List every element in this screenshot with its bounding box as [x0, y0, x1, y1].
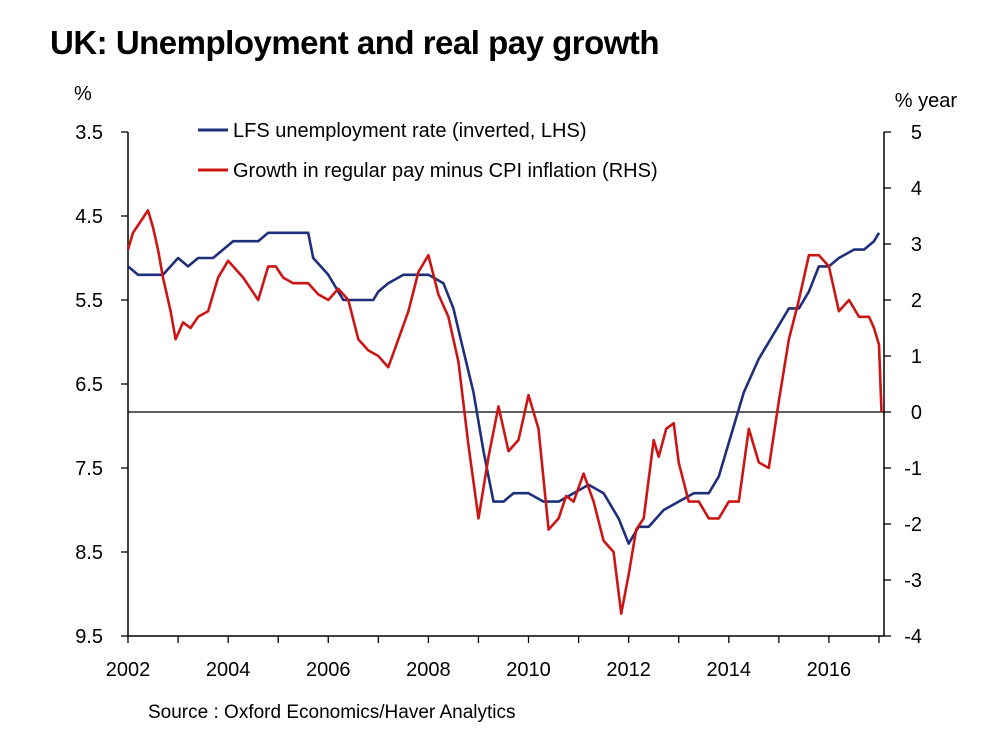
x-tick-label: 2006: [306, 659, 351, 681]
plot-frame: [127, 132, 885, 637]
real-pay-line: [126, 209, 883, 615]
x-axis: 2002 2004 2006 2008 2010 2012 2014 2016: [106, 636, 880, 681]
series-lines: [126, 209, 883, 615]
x-tick-label: 2012: [606, 659, 651, 681]
x-tick-label: 2008: [406, 659, 451, 681]
right-tick-label: 5: [911, 122, 922, 144]
left-tick-label: 3.5: [75, 122, 103, 144]
right-axis-unit: % year: [895, 90, 958, 112]
right-tick-label: 0: [911, 402, 922, 424]
right-tick-label: 4: [911, 178, 922, 200]
right-tick-label: -2: [904, 514, 922, 536]
left-axis: % 3.5 4.5 5.5 6.5 7.5 8.5 9.5: [74, 83, 128, 648]
left-tick-label: 4.5: [75, 206, 103, 228]
left-tick-label: 9.5: [75, 626, 103, 648]
right-tick-label: 1: [911, 346, 922, 368]
source-note: Source : Oxford Economics/Haver Analytic…: [148, 702, 516, 723]
left-axis-unit: %: [74, 83, 92, 105]
x-tick-label: 2002: [106, 659, 151, 681]
x-tick-label: 2010: [506, 659, 551, 681]
legend-label-1: LFS unemployment rate (inverted, LHS): [233, 120, 587, 142]
right-tick-label: 3: [911, 234, 922, 256]
right-axis: % year 5 4 3 2 1 0 -1 -2 -3 -4: [884, 90, 957, 648]
x-tick-label: 2014: [707, 659, 752, 681]
unemployment-line: [127, 231, 881, 545]
left-tick-label: 5.5: [75, 290, 103, 312]
left-tick-label: 6.5: [75, 374, 103, 396]
right-tick-label: -3: [904, 570, 922, 592]
right-tick-label: -1: [904, 458, 922, 480]
left-tick-label: 8.5: [75, 542, 103, 564]
right-tick-label: -4: [904, 626, 922, 648]
legend-label-2: Growth in regular pay minus CPI inflatio…: [233, 160, 658, 182]
left-tick-label: 7.5: [75, 458, 103, 480]
x-tick-label: 2004: [206, 659, 251, 681]
legend: LFS unemployment rate (inverted, LHS) Gro…: [198, 120, 658, 182]
right-tick-label: 2: [911, 290, 922, 312]
x-tick-label: 2016: [807, 659, 852, 681]
chart-title: UK: Unemployment and real pay growth: [50, 24, 660, 61]
